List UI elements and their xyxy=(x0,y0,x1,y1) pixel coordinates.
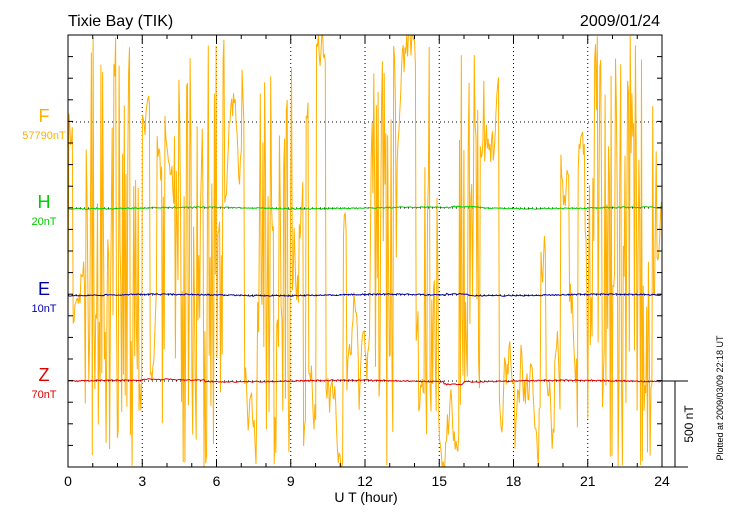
x-tick-label: 9 xyxy=(287,473,295,489)
series-name-F: F xyxy=(39,106,50,126)
chart-date: 2009/01/24 xyxy=(580,13,660,30)
series-trace-F xyxy=(67,34,662,468)
series-trace-Z xyxy=(67,378,661,386)
x-tick-label: 15 xyxy=(431,473,447,489)
x-tick-label: 24 xyxy=(654,473,670,489)
series-baseline-F: 57790nT xyxy=(22,130,66,142)
x-tick-label: 6 xyxy=(213,473,221,489)
x-tick-label: 18 xyxy=(506,473,522,489)
series-traces xyxy=(67,34,662,468)
series-trace-H xyxy=(67,205,662,210)
series-name-Z: Z xyxy=(39,365,50,385)
plot-frame xyxy=(67,34,663,468)
x-tick-label: 21 xyxy=(580,473,596,489)
x-axis-label: U T (hour) xyxy=(334,489,397,505)
x-tick-label: 12 xyxy=(357,473,373,489)
x-tick-label: 3 xyxy=(138,473,146,489)
series-baseline-E: 10nT xyxy=(31,303,56,315)
series-baseline-Z: 70nT xyxy=(31,389,56,401)
plotted-note: Plotted at 2009/03/09 22:18 UT xyxy=(715,335,725,461)
scale-bar-label: 500 nT xyxy=(682,405,696,443)
series-labels: F 57790nT H 20nT E 10nT Z 70nT xyxy=(22,106,66,401)
x-tick-labels: 0 3 6 9 12 15 18 21 24 xyxy=(64,473,670,489)
chart-title: Tixie Bay (TIK) xyxy=(68,13,173,30)
x-tick-label: 0 xyxy=(64,473,72,489)
series-name-H: H xyxy=(38,192,51,212)
series-baseline-H: 20nT xyxy=(31,216,56,228)
series-name-E: E xyxy=(38,279,50,299)
series-trace-E xyxy=(67,292,662,297)
scale-bar: 500 nT xyxy=(662,380,696,468)
